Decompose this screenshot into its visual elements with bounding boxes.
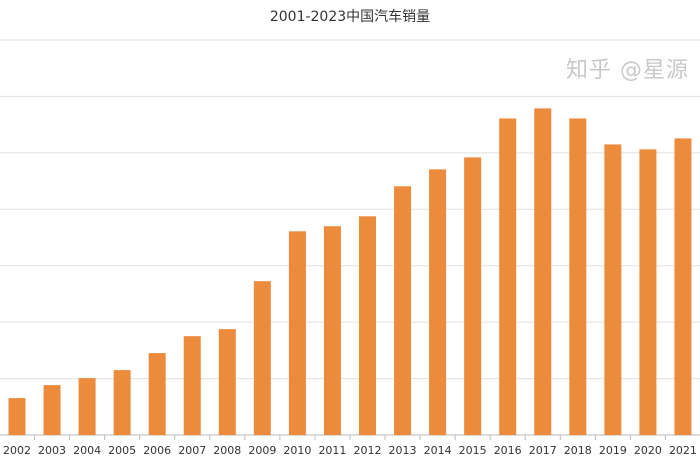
bar-2016 xyxy=(499,118,517,435)
bar-2017 xyxy=(534,108,552,436)
bar-2015 xyxy=(464,157,482,435)
x-tick-label: 2006 xyxy=(143,444,171,457)
x-tick-label: 2011 xyxy=(318,444,346,457)
bar-2011 xyxy=(323,226,341,435)
bar-2014 xyxy=(429,169,447,435)
x-tick-label: 2002 xyxy=(3,444,31,457)
chart-title: 2001-2023中国汽车销量 xyxy=(269,9,431,25)
x-tick-label: 2019 xyxy=(599,444,627,457)
bar-2006 xyxy=(148,353,166,435)
x-tick-label: 2004 xyxy=(73,444,101,457)
x-tick-label: 2020 xyxy=(634,444,662,457)
bar-2003 xyxy=(43,385,61,435)
bar-2007 xyxy=(183,336,201,435)
bar-2013 xyxy=(394,186,412,435)
bar-2004 xyxy=(78,378,96,435)
bar-2010 xyxy=(288,231,306,435)
bar-2005 xyxy=(113,370,131,435)
x-tick-label: 2016 xyxy=(494,444,522,457)
bar-2019 xyxy=(604,144,622,435)
watermark: 知乎 @星源 xyxy=(566,58,689,83)
x-tick-label: 2009 xyxy=(248,444,276,457)
x-tick-label: 2005 xyxy=(108,444,136,457)
x-tick-label: 2021 xyxy=(669,444,697,457)
x-tick-label: 2015 xyxy=(459,444,487,457)
x-tick-label: 2012 xyxy=(354,444,382,457)
bar-2009 xyxy=(253,281,271,435)
x-tick-label: 2017 xyxy=(529,444,557,457)
bar-2021 xyxy=(674,138,692,435)
x-tick-label: 2018 xyxy=(564,444,592,457)
x-tick-label: 2008 xyxy=(213,444,241,457)
x-tick-label: 2010 xyxy=(283,444,311,457)
bar-2008 xyxy=(218,329,236,435)
bar-2020 xyxy=(639,149,657,435)
x-tick-label: 2007 xyxy=(178,444,206,457)
bar-2002 xyxy=(8,398,26,435)
x-tick-label: 2003 xyxy=(38,444,66,457)
x-tick-label: 2013 xyxy=(389,444,417,457)
bar-2018 xyxy=(569,118,587,435)
bar-2012 xyxy=(359,216,376,435)
x-tick-label: 2014 xyxy=(424,444,452,457)
